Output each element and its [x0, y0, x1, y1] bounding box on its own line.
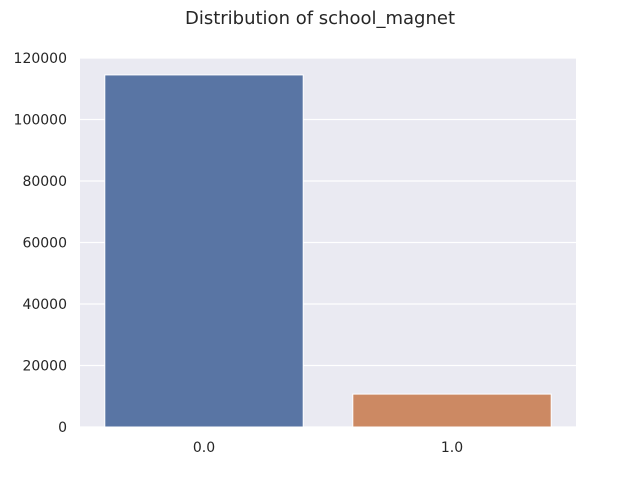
- y-axis-ticks: 0 20000 40000 60000 80000 100000 120000: [14, 51, 67, 436]
- x-tick-label: 0.0: [193, 440, 215, 456]
- y-tick-label: 120000: [14, 51, 67, 67]
- bar-0.0: [104, 74, 304, 428]
- x-tick-label: 1.0: [441, 440, 463, 456]
- y-tick-label: 100000: [14, 113, 67, 129]
- y-tick-label: 60000: [22, 236, 67, 252]
- y-tick-label: 40000: [22, 297, 67, 313]
- y-tick-label: 0: [58, 420, 67, 436]
- y-tick-label: 20000: [22, 359, 67, 375]
- y-tick-label: 80000: [22, 174, 67, 190]
- bars: [104, 74, 552, 428]
- x-axis-ticks: 0.0 1.0: [193, 440, 463, 456]
- bar-1.0: [352, 393, 552, 428]
- chart-title: Distribution of school_magnet: [185, 8, 455, 29]
